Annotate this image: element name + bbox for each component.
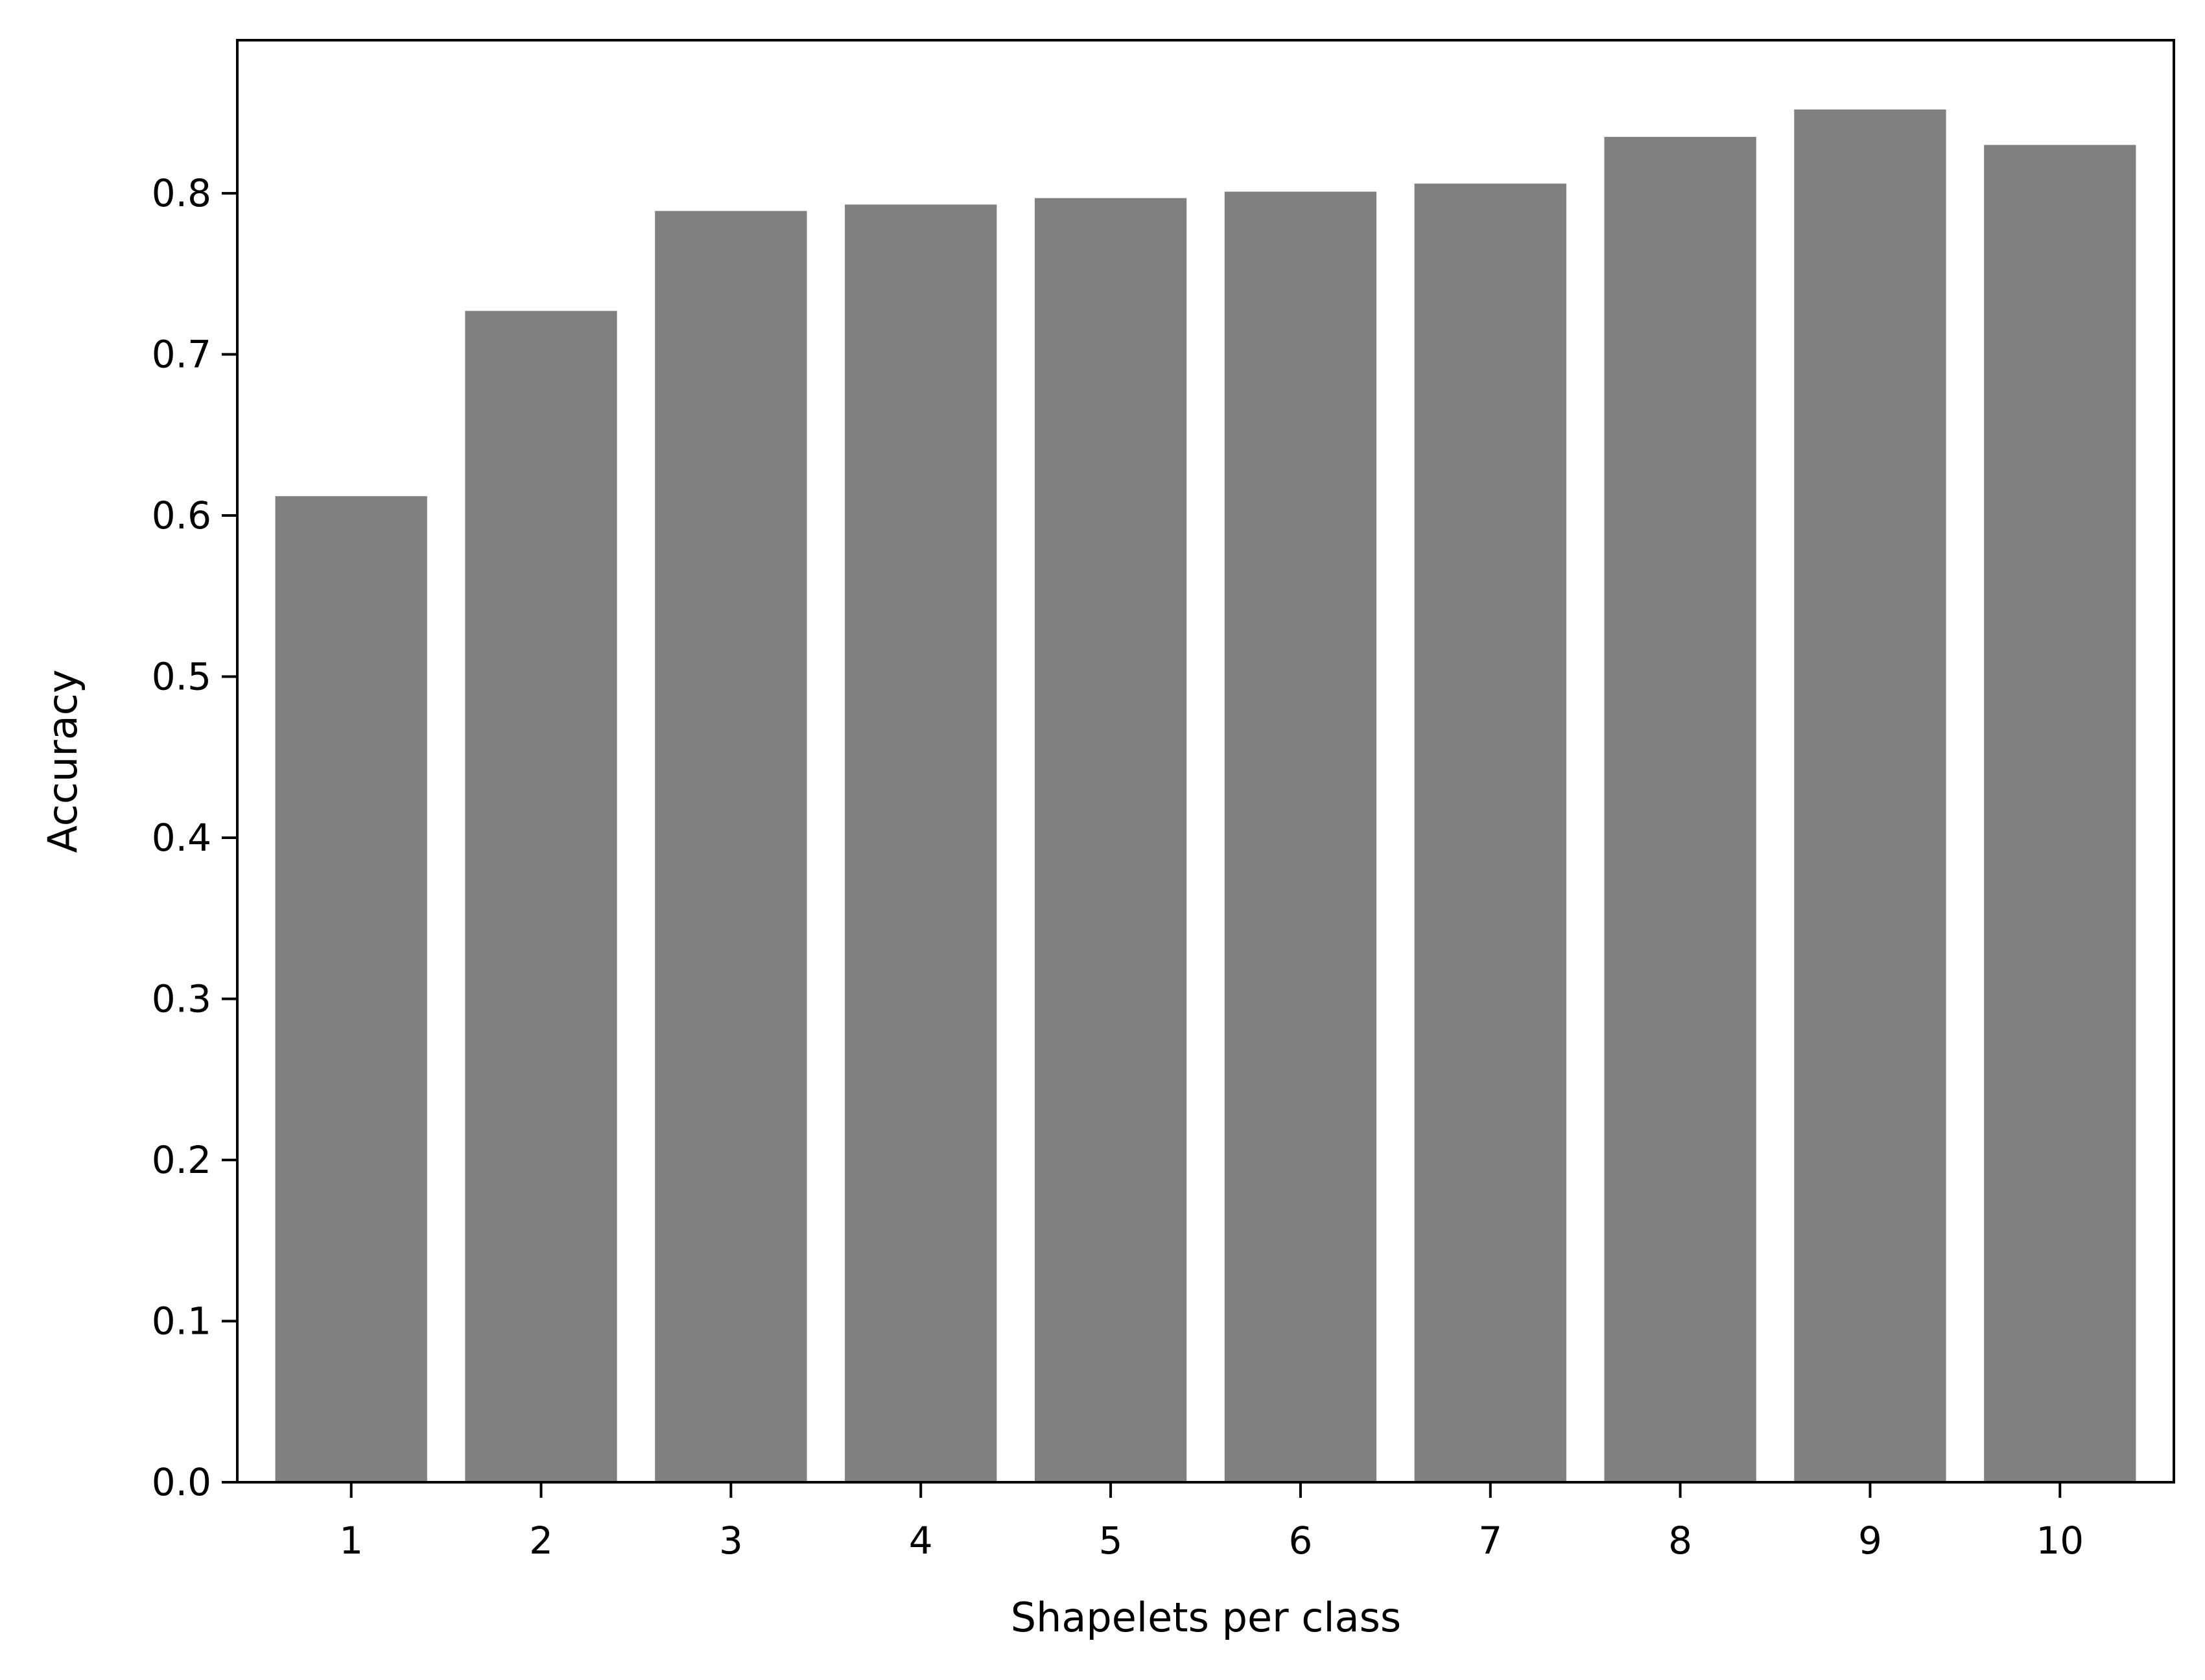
y-tick-label: 0.6 [152, 493, 211, 538]
y-tick-label: 0.4 [152, 816, 211, 860]
bars-group [275, 109, 2136, 1483]
y-tick-label: 0.1 [152, 1299, 211, 1343]
bar-1 [275, 496, 427, 1483]
bar-3 [655, 211, 807, 1482]
y-tick-label: 0.2 [152, 1138, 211, 1182]
x-tick-label: 10 [2036, 1519, 2084, 1563]
x-tick-label: 8 [1668, 1519, 1692, 1563]
bar-9 [1794, 109, 1946, 1483]
x-axis-label: Shapelets per class [1011, 1594, 1401, 1641]
y-tick-label: 0.8 [152, 171, 211, 215]
plot-frame [236, 39, 2175, 1484]
y-tick-label: 0.3 [152, 977, 211, 1021]
x-tick-label: 5 [1099, 1519, 1123, 1563]
x-tick-label: 7 [1478, 1519, 1502, 1563]
y-tick-label: 0.7 [152, 333, 211, 377]
x-tick-label: 3 [719, 1519, 743, 1563]
x-tick-label: 6 [1288, 1519, 1312, 1563]
y-tick-label: 0.0 [152, 1460, 211, 1504]
bar-7 [1414, 183, 1566, 1483]
bar-10 [1984, 145, 2136, 1483]
x-tick-label: 9 [1858, 1519, 1882, 1563]
y-axis-label: Accuracy [39, 669, 86, 853]
bar-2 [465, 311, 617, 1482]
y-tick-label: 0.5 [152, 655, 211, 699]
bar-4 [845, 204, 997, 1483]
x-axis-ticks: 1 2 3 4 5 6 7 8 9 10 [339, 1482, 2084, 1563]
bar-8 [1604, 137, 1756, 1482]
x-tick-label: 2 [529, 1519, 553, 1563]
x-tick-label: 4 [909, 1519, 933, 1563]
bar-5 [1034, 198, 1187, 1483]
y-axis-ticks: 0.0 0.1 0.2 0.3 0.4 0.5 0.6 0.7 0.8 [152, 171, 237, 1504]
x-tick-label: 1 [339, 1519, 363, 1563]
bar-6 [1224, 191, 1377, 1482]
